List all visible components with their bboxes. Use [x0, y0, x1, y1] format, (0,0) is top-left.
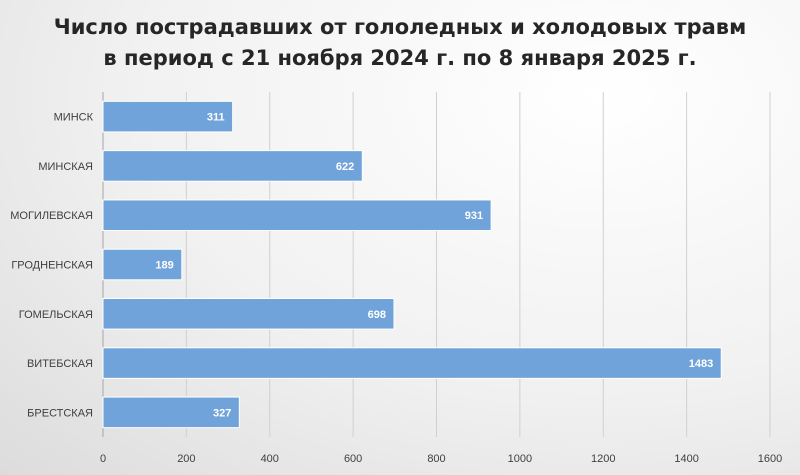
- x-tick-label: 1200: [591, 453, 615, 465]
- bar: [102, 347, 722, 379]
- x-tick-label: 400: [261, 453, 279, 465]
- bar: [102, 396, 240, 429]
- x-tick-label: 1600: [758, 453, 782, 465]
- chart-title-line-2: в период с 21 ноября 2024 г. по 8 января…: [103, 46, 697, 70]
- data-label: 622: [336, 161, 354, 173]
- x-tick-label: 0: [100, 453, 106, 465]
- bar: [102, 298, 395, 330]
- bar: [102, 248, 183, 281]
- category-label: БРЕСТСКАЯ: [27, 407, 93, 419]
- x-tick-label: 1000: [508, 453, 532, 465]
- x-tick-label: 1400: [674, 453, 698, 465]
- x-tick-label: 800: [427, 453, 445, 465]
- data-label: 931: [465, 210, 483, 222]
- category-label: МОГИЛЕВСКАЯ: [10, 210, 93, 222]
- x-tick-label: 600: [344, 453, 362, 465]
- data-label: 189: [155, 260, 173, 272]
- bar: [102, 150, 363, 182]
- chart-title: Число пострадавших от гололедных и холод…: [0, 12, 800, 74]
- data-label: 1483: [689, 358, 713, 370]
- category-label: ГРОДНЕНСКАЯ: [11, 260, 93, 272]
- category-label: ГОМЕЛЬСКАЯ: [19, 309, 93, 321]
- category-label: ВИТЕБСКАЯ: [27, 358, 93, 370]
- chart-title-line-1: Число пострадавших от гололедных и холод…: [53, 15, 747, 39]
- category-label: МИНСК: [54, 112, 94, 124]
- bar: [102, 199, 492, 231]
- x-tick-label: 200: [177, 453, 195, 465]
- category-label: МИНСКАЯ: [38, 161, 93, 173]
- data-label: 311: [207, 112, 225, 124]
- bar: [102, 100, 234, 133]
- data-label: 327: [213, 407, 231, 419]
- data-label: 698: [368, 309, 386, 321]
